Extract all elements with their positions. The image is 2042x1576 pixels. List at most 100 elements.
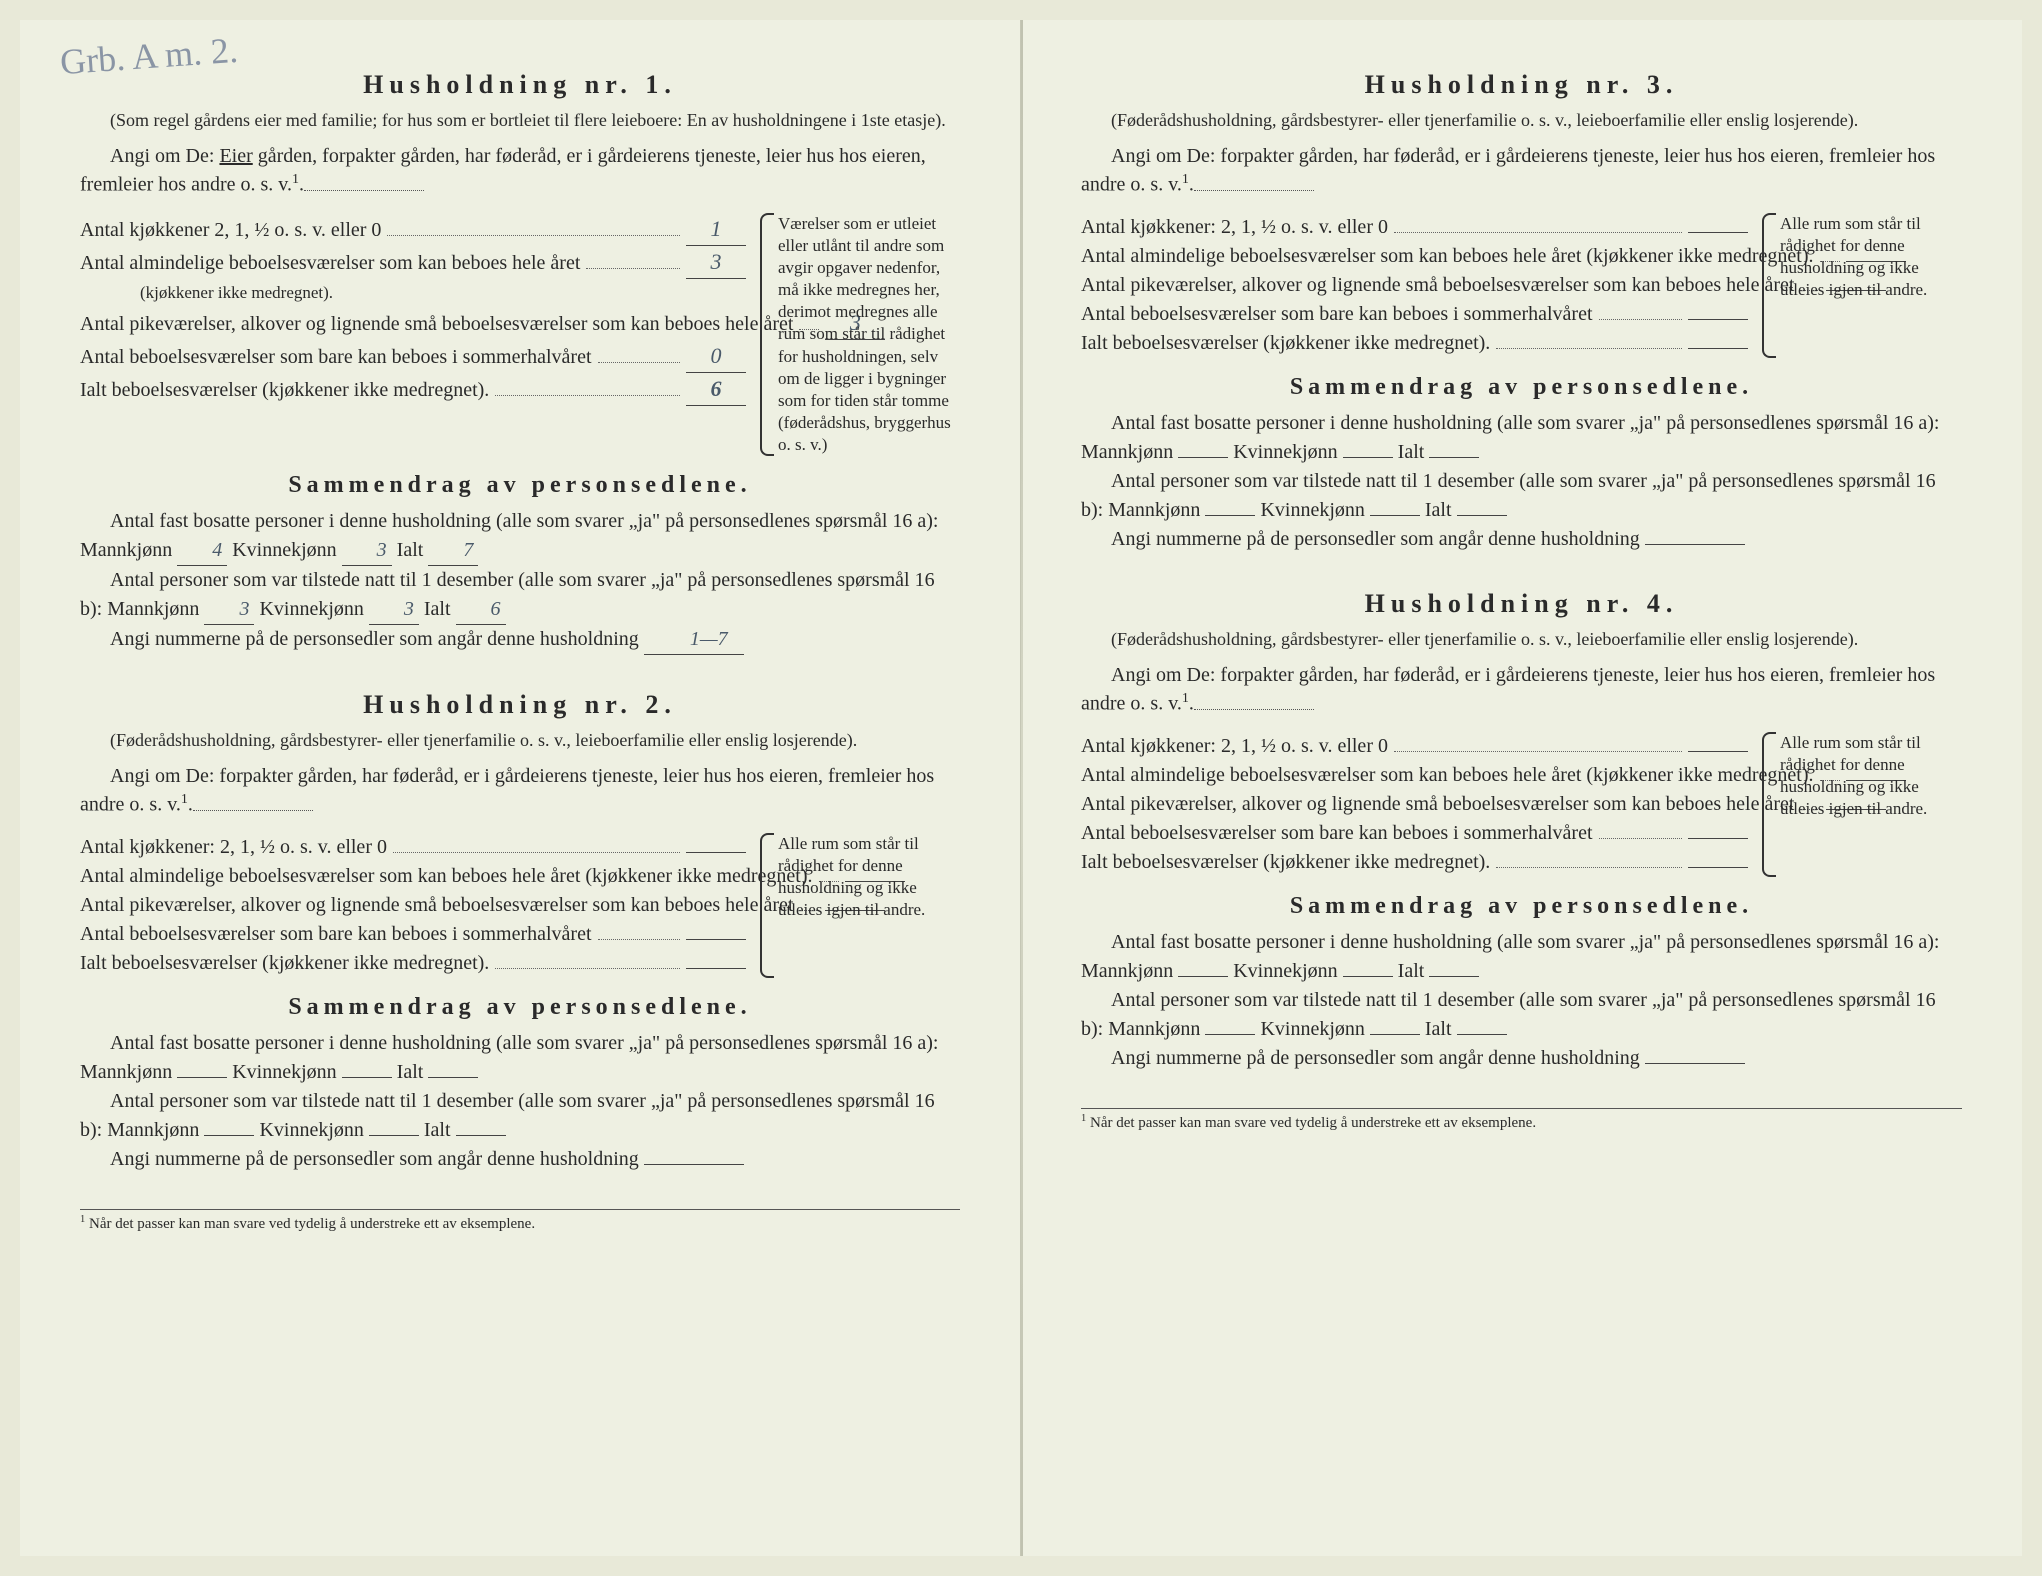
hh1-side-text: Værelser som er utleiet eller utlånt til… (778, 214, 951, 454)
hh1-summer: Antal beboelsesværelser som bare kan beb… (80, 340, 746, 373)
ialt-label: Ialt (1398, 960, 1425, 982)
hh2-present-text: Antal personer som var tilstede natt til… (80, 1090, 935, 1141)
hh1-present: Antal personer som var tilstede natt til… (80, 566, 960, 625)
hh4-total-value (1688, 867, 1748, 868)
dots (495, 968, 680, 969)
hh2-title: Husholdning nr. 2. (80, 690, 960, 720)
hh2-perm-text: Antal fast bosatte personer i denne hush… (80, 1032, 939, 1083)
footnote-ref: 1 (292, 172, 299, 187)
hh4-title: Husholdning nr. 4. (1081, 589, 1962, 619)
hh2-kitchens-value (686, 852, 746, 853)
dots (393, 852, 680, 853)
hh3-kitchens: Antal kjøkkener: 2, 1, ½ o. s. v. eller … (1081, 213, 1748, 242)
kvinne-label: Kvinnekjønn (1260, 1018, 1364, 1040)
hh3-alcoves: Antal pikeværelser, alkover og lignende … (1081, 271, 1748, 300)
hh4-total-label: Ialt beboelsesværelser (kjøkkener ikke m… (1081, 848, 1490, 877)
hh4-side-note: Alle rum som står til rådighet for denne… (1762, 732, 1962, 877)
hh1-prompt-lead: Angi om De: (110, 145, 219, 167)
hh1-present-m: 3 (204, 595, 254, 625)
hh3-title: Husholdning nr. 3. (1081, 70, 1962, 100)
hh3-present-t (1457, 515, 1507, 516)
hh1-total: Ialt beboelsesværelser (kjøkkener ikke m… (80, 373, 746, 406)
hh1-perm-m: 4 (177, 536, 227, 566)
hh3-summer-value (1688, 319, 1748, 320)
hh1-prompt: Angi om De: Eier gården, forpakter gårde… (80, 142, 960, 199)
hh3-alcoves-label: Antal pikeværelser, alkover og lignende … (1081, 271, 1794, 300)
brace-icon (760, 833, 774, 978)
hh1-numbers: Angi nummerne på de personsedler som ang… (80, 625, 960, 655)
dots (1496, 348, 1682, 349)
hh2-prompt: Angi om De: forpakter gården, har føderå… (80, 762, 960, 819)
hh4-kitchens-label: Antal kjøkkener: 2, 1, ½ o. s. v. eller … (1081, 732, 1388, 761)
hh2-present: Antal personer som var tilstede natt til… (80, 1087, 960, 1145)
left-footnote: 1 Når det passer kan man svare ved tydel… (80, 1209, 960, 1233)
hh2-perm-k (342, 1077, 392, 1078)
ialt-label: Ialt (397, 539, 424, 561)
hh4-alcoves: Antal pikeværelser, alkover og lignende … (1081, 790, 1748, 819)
hh1-perm-t: 7 (428, 536, 478, 566)
hh4-perm-text: Antal fast bosatte personer i denne hush… (1081, 931, 1940, 982)
hh3-total: Ialt beboelsesværelser (kjøkkener ikke m… (1081, 329, 1748, 358)
kvinne-label: Kvinnekjønn (259, 1119, 363, 1141)
hh2-side-note: Alle rum som står til rådighet for denne… (760, 833, 960, 978)
kvinne-label: Kvinnekjønn (1233, 960, 1337, 982)
household-4: Husholdning nr. 4. (Føderådshusholdning,… (1081, 589, 1962, 1073)
ialt-label: Ialt (1398, 441, 1425, 463)
hh1-summer-value: 0 (686, 340, 746, 373)
footnote-ref: 1 (1182, 172, 1189, 187)
hh4-present: Antal personer som var tilstede natt til… (1081, 986, 1962, 1044)
hh2-rooms-year-label: Antal almindelige beboelsesværelser som … (80, 862, 813, 891)
dots (598, 362, 680, 363)
household-1: Husholdning nr. 1. (Som regel gårdens ei… (80, 70, 960, 655)
ialt-label: Ialt (424, 598, 451, 620)
hh3-numbers: Angi nummerne på de personsedler som ang… (1081, 525, 1962, 554)
hh4-numbers-value (1645, 1063, 1745, 1064)
hh3-rooms-block: Antal kjøkkener: 2, 1, ½ o. s. v. eller … (1081, 213, 1962, 358)
brace-icon (1762, 732, 1776, 877)
hh3-summer: Antal beboelsesværelser som bare kan beb… (1081, 300, 1748, 329)
hh1-perm-k: 3 (342, 536, 392, 566)
hh3-rooms-year-label: Antal almindelige beboelsesværelser som … (1081, 242, 1814, 271)
hh4-prompt-fill (1194, 690, 1314, 710)
hh4-subtitle: (Føderådshusholdning, gårdsbestyrer- ell… (1081, 627, 1962, 651)
hh3-perm-m (1178, 457, 1228, 458)
hh1-rooms-year-sub: (kjøkkener ikke medregnet). (80, 283, 333, 302)
hh3-perm: Antal fast bosatte personer i denne hush… (1081, 409, 1962, 467)
hh4-kitchens-value (1688, 751, 1748, 752)
hh3-perm-text: Antal fast bosatte personer i denne hush… (1081, 412, 1940, 463)
hh4-prompt: Angi om De: forpakter gården, har føderå… (1081, 661, 1962, 718)
hh1-present-t: 6 (456, 595, 506, 625)
hh2-summer: Antal beboelsesværelser som bare kan beb… (80, 920, 746, 949)
dots (586, 268, 680, 269)
kvinne-label: Kvinnekjønn (232, 1061, 336, 1083)
hh4-numbers: Angi nummerne på de personsedler som ang… (1081, 1044, 1962, 1073)
hh4-kitchens: Antal kjøkkener: 2, 1, ½ o. s. v. eller … (1081, 732, 1748, 761)
brace-icon (760, 213, 774, 456)
hh2-summary-title: Sammendrag av personsedlene. (80, 994, 960, 1021)
hh4-perm-k (1343, 976, 1393, 977)
hh2-present-k (369, 1135, 419, 1136)
hh1-prompt-fill (304, 171, 424, 191)
kvinne-label: Kvinnekjønn (232, 539, 336, 561)
hh2-total-value (686, 968, 746, 969)
hh2-summer-value (686, 939, 746, 940)
footnote-num: 1 (1081, 1113, 1086, 1124)
hh4-present-text: Antal personer som var tilstede natt til… (1081, 989, 1936, 1040)
hh3-prompt: Angi om De: forpakter gården, har føderå… (1081, 142, 1962, 199)
dots (1394, 751, 1682, 752)
hh3-perm-t (1429, 457, 1479, 458)
hh3-rooms-year: Antal almindelige beboelsesværelser som … (1081, 242, 1748, 271)
hh1-perm: Antal fast bosatte personer i denne hush… (80, 507, 960, 566)
hh1-rooms-block: Antal kjøkkener 2, 1, ½ o. s. v. eller 0… (80, 213, 960, 456)
footnote-text: Når det passer kan man svare ved tydelig… (89, 1216, 535, 1232)
hh2-numbers: Angi nummerne på de personsedler som ang… (80, 1145, 960, 1174)
hh3-present: Antal personer som var tilstede natt til… (1081, 467, 1962, 525)
left-page: Grb. A m. 2. Husholdning nr. 1. (Som reg… (20, 20, 1021, 1556)
hh2-perm-m (177, 1077, 227, 1078)
hh2-kitchens: Antal kjøkkener: 2, 1, ½ o. s. v. eller … (80, 833, 746, 862)
hh4-rooms-main: Antal kjøkkener: 2, 1, ½ o. s. v. eller … (1081, 732, 1748, 877)
hh1-rooms-year: Antal almindelige beboelsesværelser som … (80, 246, 746, 307)
hh4-total: Ialt beboelsesværelser (kjøkkener ikke m… (1081, 848, 1748, 877)
hh2-present-m (204, 1135, 254, 1136)
hh1-kitchens-value: 1 (686, 213, 746, 246)
